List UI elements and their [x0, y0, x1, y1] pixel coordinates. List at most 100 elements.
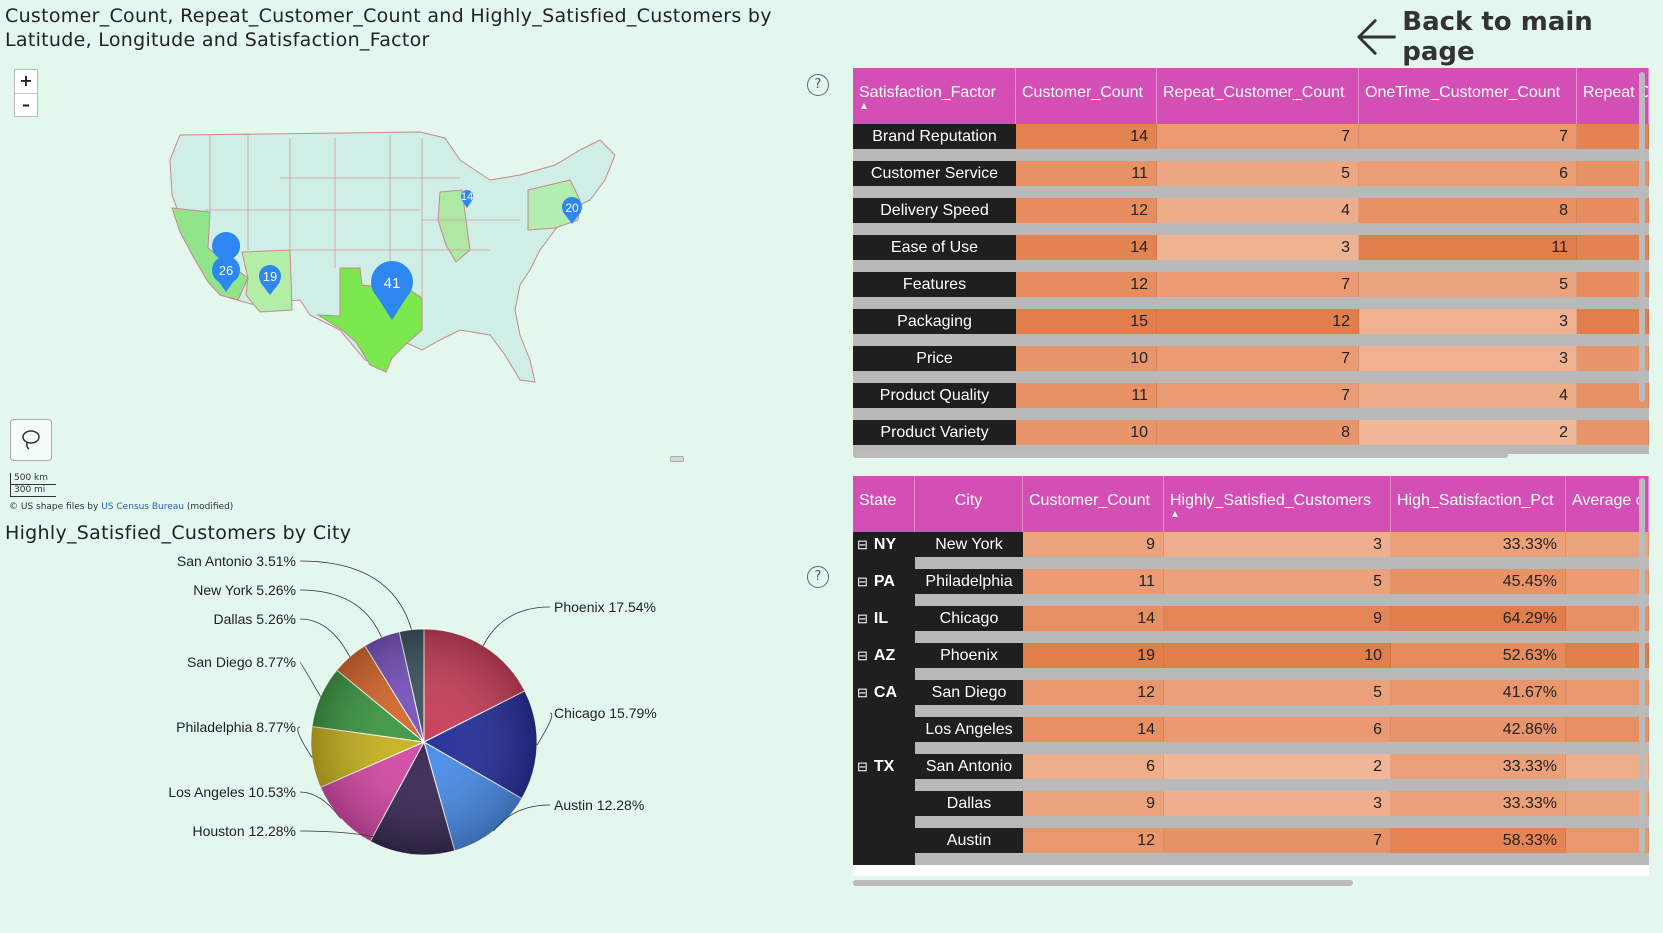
table2-hscroll[interactable]: [853, 880, 1353, 886]
state-label: TX: [873, 758, 895, 775]
state-label: CA: [873, 684, 898, 701]
map-markers: 26 19 41 14 20: [212, 190, 582, 320]
row-label: Delivery Speed: [853, 198, 1016, 223]
cell-highly: 7: [1164, 828, 1391, 853]
cell-pct: 58.33%: [1391, 828, 1566, 853]
cell-customer: 12: [1016, 272, 1157, 297]
cell-truncated: [1566, 643, 1649, 668]
table-row[interactable]: Price 10 7 3: [853, 346, 1649, 383]
state-cell: [853, 791, 915, 828]
pie-chart[interactable]: Phoenix 17.54% Chicago 15.79% Austin 12.28…: [0, 555, 790, 905]
cell-repeat: 5: [1157, 161, 1359, 186]
col-satisfaction-factor-label: Satisfaction_Factor: [859, 84, 996, 101]
cell-customer: 6: [1023, 754, 1164, 779]
cell-repeat: 4: [1157, 198, 1359, 223]
cell-pct: 33.33%: [1391, 754, 1566, 779]
state-cell: [853, 828, 915, 865]
table-row[interactable]: Brand Reputation 14 7 7: [853, 124, 1649, 161]
marker-20-label: 20: [565, 201, 579, 215]
table-row[interactable]: Austin 12 7 58.33%: [853, 828, 1649, 865]
back-to-main-button[interactable]: Back to main page: [1356, 7, 1663, 67]
cell-customer: 12: [1016, 198, 1157, 223]
col-repeat-c[interactable]: Repeat C: [1577, 68, 1649, 124]
collapse-icon[interactable]: ⊟: [857, 648, 868, 663]
cell-customer: 12: [1023, 828, 1164, 853]
collapse-icon[interactable]: ⊟: [857, 611, 868, 626]
col-high-satisfaction-pct[interactable]: High_Satisfaction_Pct: [1391, 476, 1566, 532]
us-map[interactable]: 26 19 41 14 20: [160, 120, 680, 410]
marker-14[interactable]: 14: [461, 190, 473, 208]
row-label: Product Quality: [853, 383, 1016, 408]
marker-19[interactable]: 19: [259, 265, 281, 295]
table-row[interactable]: Packaging 15 12 3: [853, 309, 1649, 346]
table-row[interactable]: Dallas 9 3 33.33%: [853, 791, 1649, 828]
cell-onetime: 3: [1359, 346, 1577, 371]
pie-leader-line: [297, 726, 313, 758]
table2-vscroll[interactable]: [1639, 478, 1645, 853]
row-label: Austin: [915, 828, 1023, 853]
col-highly-satisfied[interactable]: Highly_Satisfied_Customers ▲: [1164, 476, 1391, 532]
col-customer-count[interactable]: Customer_Count: [1016, 68, 1157, 124]
help-icon[interactable]: ?: [807, 74, 829, 96]
cell-truncated: [1566, 569, 1649, 594]
map-title: Customer_Count, Repeat_Customer_Count an…: [5, 5, 772, 51]
collapse-icon[interactable]: ⊟: [857, 537, 868, 552]
pie-title: Highly_Satisfied_Customers by City: [5, 522, 352, 544]
scale-mi: 300 mi: [10, 485, 56, 497]
cell-onetime: 4: [1359, 383, 1577, 408]
table-row[interactable]: ⊟ PA Philadelphia 11 5 45.45%: [853, 569, 1649, 606]
cell-customer: 10: [1016, 346, 1157, 371]
state-label: AZ: [873, 647, 896, 664]
col-customer-count[interactable]: Customer_Count: [1023, 476, 1164, 532]
table1-vscroll[interactable]: [1639, 72, 1645, 402]
cell-truncated: [1566, 717, 1649, 742]
zoom-in-button[interactable]: +: [19, 71, 33, 90]
marker-26[interactable]: 26: [212, 232, 241, 292]
cell-customer: 11: [1023, 569, 1164, 594]
state-cell: ⊟ PA: [853, 569, 915, 606]
collapse-icon[interactable]: ⊟: [857, 685, 868, 700]
col-state[interactable]: State: [853, 476, 915, 532]
table-row[interactable]: Los Angeles 14 6 42.86%: [853, 717, 1649, 754]
col-average[interactable]: Average c: [1566, 476, 1649, 532]
city-table: State City Customer_Count Highly_Satisfi…: [853, 476, 1649, 876]
cell-customer: 9: [1023, 791, 1164, 816]
cell-repeat: 12: [1157, 309, 1359, 334]
table-row[interactable]: ⊟ IL Chicago 14 9 64.29%: [853, 606, 1649, 643]
table-row[interactable]: Product Quality 11 7 4: [853, 383, 1649, 420]
col-onetime-customer-count[interactable]: OneTime_Customer_Count: [1359, 68, 1577, 124]
table-row[interactable]: Features 12 7 5: [853, 272, 1649, 309]
table1-hscroll[interactable]: [853, 452, 1508, 458]
marker-20[interactable]: 20: [562, 197, 582, 224]
col-city[interactable]: City: [915, 476, 1023, 532]
collapse-icon[interactable]: ⊟: [857, 759, 868, 774]
credit-link[interactable]: US Census Bureau: [101, 502, 184, 512]
table-row[interactable]: ⊟ AZ Phoenix 19 10 52.63%: [853, 643, 1649, 680]
table-row[interactable]: ⊟ NY New York 9 3 33.33%: [853, 532, 1649, 569]
marker-41[interactable]: 41: [371, 261, 413, 320]
table-row[interactable]: Delivery Speed 12 4 8: [853, 198, 1649, 235]
map-resize-handle[interactable]: [670, 456, 684, 462]
col-repeat-customer-count[interactable]: Repeat_Customer_Count: [1157, 68, 1359, 124]
cell-truncated: [1566, 680, 1649, 705]
cell-repeat: 7: [1157, 272, 1359, 297]
cell-truncated: [1577, 272, 1649, 297]
map-credit: © US shape files by US Census Bureau (mo…: [9, 502, 233, 512]
col-satisfaction-factor[interactable]: Satisfaction_Factor ▲: [853, 68, 1016, 124]
table-row[interactable]: Customer Service 11 5 6: [853, 161, 1649, 198]
pie-data-label: Dallas 5.26%: [214, 611, 297, 627]
marker-26-label: 26: [219, 263, 233, 278]
table-row[interactable]: Ease of Use 14 3 11: [853, 235, 1649, 272]
collapse-icon[interactable]: ⊟: [857, 574, 868, 589]
table-row[interactable]: ⊟ CA San Diego 12 5 41.67%: [853, 680, 1649, 717]
table-row[interactable]: ⊟ TX San Antonio 6 2 33.33%: [853, 754, 1649, 791]
lasso-select-button[interactable]: [10, 419, 52, 461]
row-label: Brand Reputation: [853, 124, 1016, 149]
cell-truncated: [1577, 346, 1649, 371]
table-row[interactable]: Product Variety 10 8 2: [853, 420, 1649, 454]
zoom-out-button[interactable]: –: [15, 93, 37, 116]
row-label: Phoenix: [915, 643, 1023, 668]
pie-data-label: Philadelphia 8.77%: [176, 719, 296, 735]
help-icon[interactable]: ?: [807, 566, 829, 588]
cell-onetime: 5: [1359, 272, 1577, 297]
